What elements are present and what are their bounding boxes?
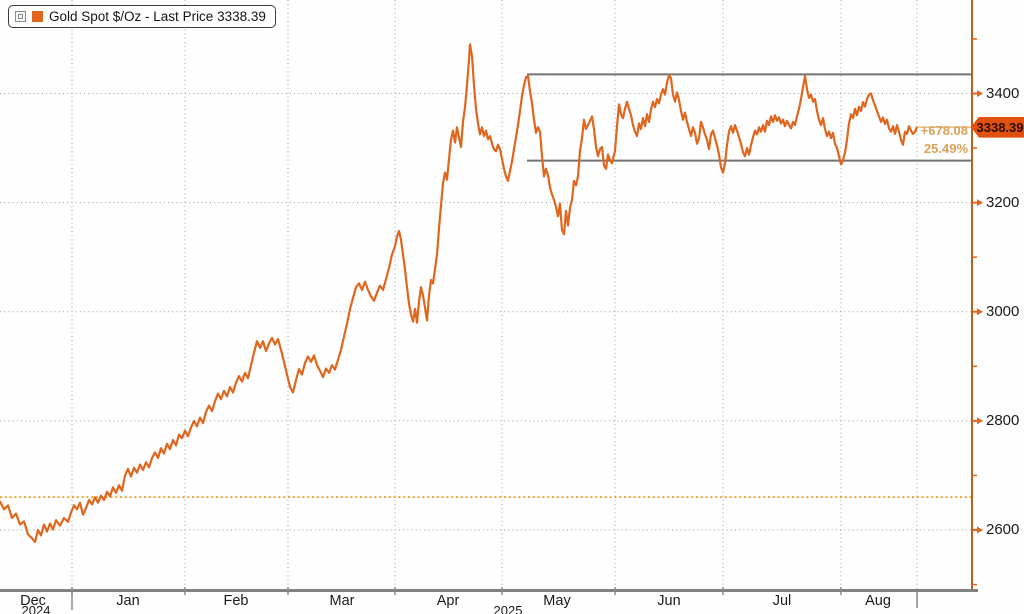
y-tick-label: 3200 (986, 193, 1020, 211)
x-tick-label: May (543, 593, 571, 609)
x-tick-label: Jan (116, 593, 140, 609)
gold-price-line (0, 43, 919, 544)
y-tick-label: 2800 (986, 411, 1020, 429)
legend-checkbox-icon[interactable] (15, 11, 26, 22)
y-tick-arrow-icon (977, 417, 983, 425)
x-tick-label: Jul (772, 593, 792, 609)
legend-label: Gold Spot $/Oz - Last Price 3338.39 (49, 9, 266, 24)
legend-checkbox-inner-icon (18, 14, 23, 19)
price-change-absolute: +678.08 (920, 123, 968, 138)
y-tick-arrow-icon (977, 308, 983, 316)
y-tick-label: 2600 (986, 521, 1020, 538)
x-tick-label: Feb (223, 593, 249, 609)
y-tick-arrow-icon (977, 199, 983, 207)
year-label: 2024 (21, 603, 51, 614)
x-tick-label: Dec (20, 593, 46, 609)
x-tick-label: Mar (329, 593, 355, 609)
legend[interactable]: Gold Spot $/Oz - Last Price 3338.39 (8, 5, 276, 28)
x-tick-label: Aug (865, 593, 891, 609)
last-price-badge: 3338.39 (971, 116, 1024, 138)
y-tick-label: 3000 (986, 302, 1020, 320)
y-tick-arrow-icon (977, 90, 983, 97)
y-tick-arrow-icon (977, 526, 983, 534)
year-label: 2025 (493, 603, 523, 614)
x-tick-label: Apr (436, 593, 460, 609)
price-change-percent: 25.49% (923, 141, 968, 156)
series-color-swatch-icon (32, 11, 43, 22)
y-tick-label: 3400 (986, 84, 1020, 102)
x-tick-label: Jun (657, 593, 681, 609)
